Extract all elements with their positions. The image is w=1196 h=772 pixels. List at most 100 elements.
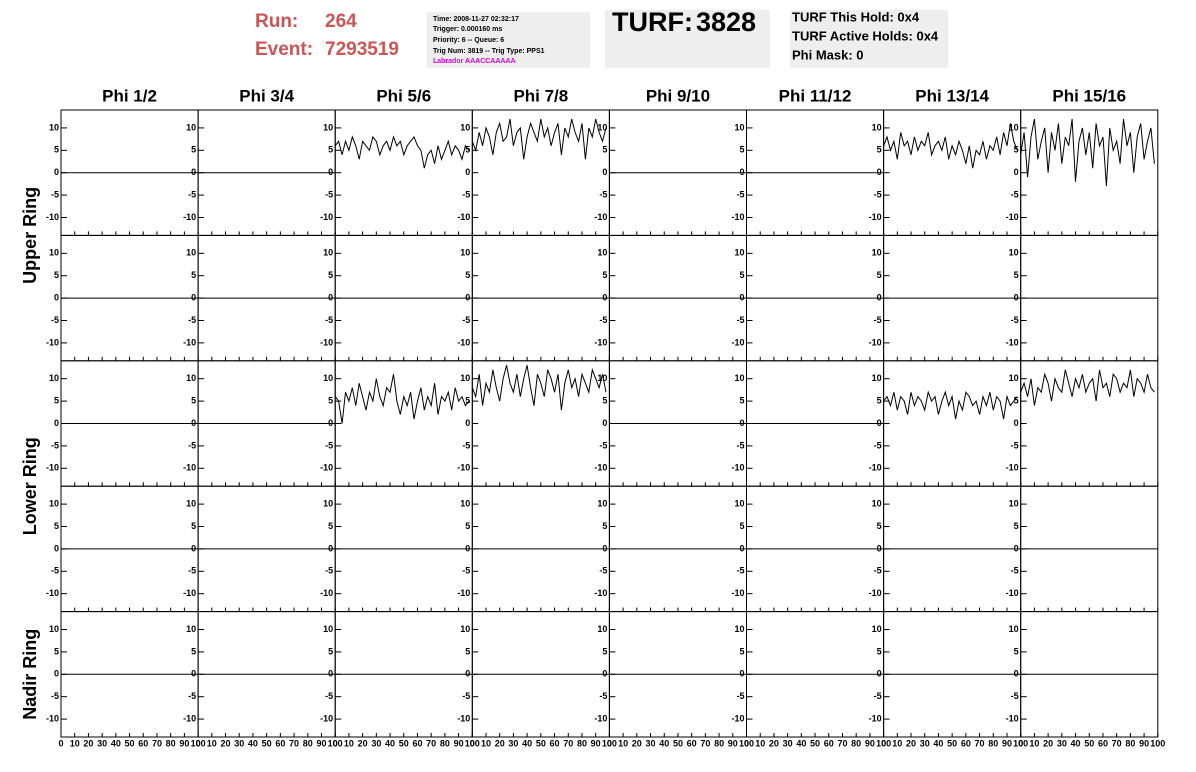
x-tick-label: 70 [837,738,847,748]
y-tick-label: 0 [602,669,607,679]
y-tick-label: -10 [183,588,196,598]
y-tick-label: -10 [869,212,882,222]
trace [334,374,470,424]
x-tick-label: 100 [465,738,480,748]
y-tick-label: -10 [869,463,882,473]
y-tick-label: -10 [731,588,744,598]
y-tick-label: 5 [328,395,333,405]
x-tick-label: 30 [97,738,107,748]
y-tick-label: 0 [191,292,196,302]
turf-info-line: TURF Active Holds: 0x4 [792,28,939,43]
x-tick-label: 30 [920,738,930,748]
y-tick-label: 5 [877,521,882,531]
y-tick-label: 5 [877,145,882,155]
x-tick-label: 30 [234,738,244,748]
y-tick-label: 5 [54,145,59,155]
panel-frame [334,109,473,236]
column-title: Phi 5/6 [376,86,431,105]
y-tick-label: -5 [462,566,470,576]
x-tick-label: 10 [481,738,491,748]
y-tick-label: 0 [739,292,744,302]
x-tick-label: 80 [166,738,176,748]
y-tick-label: 0 [739,167,744,177]
x-tick-label: 100 [602,738,617,748]
x-tick-label: 40 [111,738,121,748]
y-tick-label: -10 [320,463,333,473]
y-tick-label: -5 [1011,315,1019,325]
y-tick-label: -5 [599,315,607,325]
column-title: Phi 7/8 [513,86,568,105]
x-tick-label: 60 [687,738,697,748]
y-tick-label: 5 [54,395,59,405]
y-tick-label: -10 [1006,212,1019,222]
x-tick-label: 90 [728,738,738,748]
y-tick-label: 10 [1009,373,1019,383]
info-line: Priority: 6 -- Queue: 6 [433,37,504,44]
trace [471,118,607,160]
y-tick-label: 5 [54,521,59,531]
y-tick-label: -5 [599,189,607,199]
ring-label: Lower Ring [20,437,40,535]
x-tick-label: 70 [975,738,985,748]
x-tick-label: 0 [196,738,201,748]
y-tick-label: -5 [874,315,882,325]
y-tick-label: 0 [602,167,607,177]
x-tick-label: 0 [58,738,63,748]
x-tick-label: 30 [783,738,793,748]
turf-number: 3828 [696,7,756,37]
x-tick-label: 50 [810,738,820,748]
y-tick-label: 0 [191,543,196,553]
turf-label: TURF: [612,7,693,37]
x-tick-label: 0 [881,738,886,748]
ring-label: Nadir Ring [20,629,40,720]
x-tick-label: 20 [495,738,505,748]
y-tick-label: 5 [328,646,333,656]
y-tick-label: -10 [46,212,59,222]
y-tick-label: 10 [734,498,744,508]
y-tick-label: 10 [872,122,882,132]
x-tick-label: 0 [607,738,612,748]
x-tick-label: 70 [426,738,436,748]
x-tick-label: 20 [1043,738,1053,748]
y-tick-label: 0 [328,418,333,428]
y-tick-label: -10 [457,212,470,222]
y-tick-label: 0 [465,669,470,679]
column-title: Phi 9/10 [646,86,710,105]
y-tick-label: -5 [462,189,470,199]
x-tick-label: 20 [83,738,93,748]
y-tick-label: 5 [191,521,196,531]
y-tick-label: -10 [457,337,470,347]
x-tick-label: 10 [344,738,354,748]
y-tick-label: 5 [739,521,744,531]
y-tick-label: -5 [188,440,196,450]
y-tick-label: 5 [1014,521,1019,531]
x-tick-label: 50 [947,738,957,748]
y-tick-label: 5 [602,395,607,405]
y-tick-label: 10 [597,248,607,258]
x-tick-label: 90 [454,738,464,748]
x-tick-label: 30 [508,738,518,748]
y-tick-label: 10 [597,122,607,132]
x-tick-label: 70 [700,738,710,748]
x-tick-label: 90 [316,738,326,748]
y-tick-label: 5 [191,270,196,280]
y-tick-label: 10 [1009,624,1019,634]
x-tick-label: 10 [1029,738,1039,748]
x-tick-label: 10 [618,738,628,748]
x-tick-label: 90 [1002,738,1012,748]
x-tick-label: 100 [876,738,891,748]
column-title: Phi 3/4 [239,86,294,105]
y-tick-label: 0 [877,167,882,177]
info-line: Trigger: 0.000160 ms [433,26,502,33]
y-tick-label: -10 [183,713,196,723]
x-tick-label: 50 [673,738,683,748]
x-tick-label: 50 [536,738,546,748]
y-tick-label: 0 [328,167,333,177]
y-tick-label: 0 [1014,543,1019,553]
y-tick-label: 0 [739,418,744,428]
y-tick-label: 10 [734,624,744,634]
y-tick-label: -10 [869,337,882,347]
y-tick-label: 10 [734,122,744,132]
x-tick-label: 60 [412,738,422,748]
y-tick-label: 0 [877,669,882,679]
